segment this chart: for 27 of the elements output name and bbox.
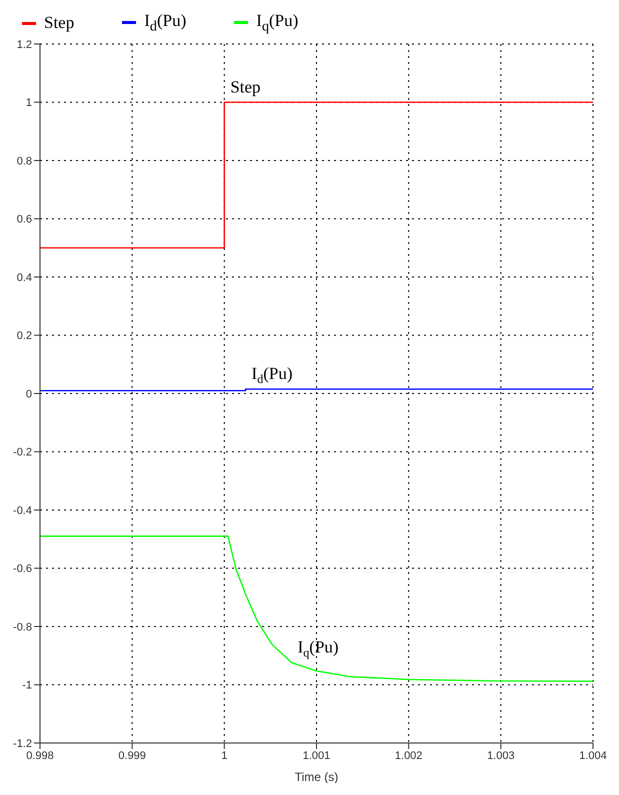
legend-label: Step	[44, 13, 74, 33]
legend-label: I$_{q}$(Pu)	[256, 10, 298, 36]
annotation: I$_{d}$(Pu)	[252, 364, 292, 386]
y-tick-label: -1.2	[13, 738, 32, 750]
x-tick-label: 1.001	[302, 750, 330, 762]
y-tick-label: -1	[22, 680, 32, 692]
y-tick-label: -0.2	[13, 446, 32, 459]
y-tick-label: -0.6	[13, 563, 32, 576]
x-tick-label: 1.002	[394, 750, 422, 762]
y-tick-label: 0.6	[16, 214, 32, 226]
x-tick-label: 1.004	[579, 750, 607, 762]
y-tick-label: -0.8	[13, 621, 32, 634]
x-tick-label: 1	[221, 750, 228, 762]
y-tick-label: 0.4	[16, 272, 32, 284]
y-tick-label: 1	[26, 97, 32, 110]
legend-label: I$_{d}$(Pu)	[144, 10, 186, 36]
x-tick-label: 1.003	[487, 750, 515, 762]
annotation: Step	[230, 77, 261, 96]
x-tick-label: 0.998	[26, 750, 54, 762]
x-tick-label: 0.999	[118, 750, 146, 762]
y-tick-label: 1.2	[16, 38, 32, 51]
y-tick-label: 0.2	[16, 330, 32, 342]
y-tick-label: -0.4	[13, 504, 32, 517]
y-tick-label: 0.8	[16, 155, 32, 168]
y-tick-label: 0	[26, 388, 32, 400]
annotation: I$_{q}$(Pu)	[298, 638, 339, 660]
line-series	[40, 536, 593, 682]
